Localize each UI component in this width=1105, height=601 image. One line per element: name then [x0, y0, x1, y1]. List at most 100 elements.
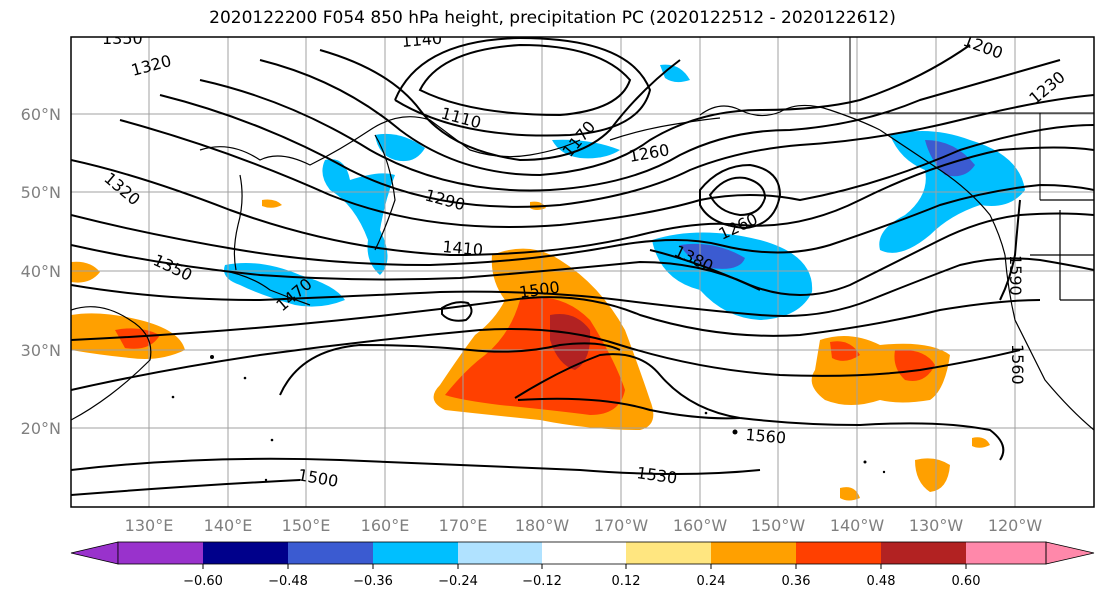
colorbar-tick-label: 0.24: [697, 574, 726, 589]
colorbar-ticks: [202, 564, 967, 569]
shade-positive-sw-island2: [840, 487, 860, 501]
colorbar-tick-label: −0.12: [522, 574, 562, 589]
contour-1500: [71, 296, 1041, 341]
shade-positive-east-strong2: [894, 349, 935, 381]
lat-label: 50°N: [21, 183, 61, 202]
contour-1410: [71, 212, 1094, 296]
contour-1500-south: [71, 479, 301, 496]
contour-label: 1140: [401, 29, 443, 51]
coast-sakhalin: [233, 174, 243, 271]
colorbar-swatch: [288, 542, 373, 564]
colorbar-swatch: [966, 542, 1046, 564]
lon-label: 170°E: [439, 516, 488, 535]
coast-alaska-west: [699, 104, 881, 131]
colorbar-tick-label: 0.48: [867, 574, 896, 589]
contour-1530: [71, 328, 1021, 391]
colorbar-swatch: [881, 542, 966, 564]
lon-label: 150°E: [282, 516, 331, 535]
colorbar-extend-high: [1045, 541, 1095, 565]
contour-1530-south: [71, 457, 761, 475]
contour-1500-high: [441, 301, 473, 322]
contour-1170: [319, 49, 681, 162]
lon-label: 120°W: [988, 516, 1043, 535]
colorbar-swatch: [458, 542, 542, 564]
colorbar: −0.60 −0.48 −0.36 −0.24 −0.12 0.12 0.24 …: [70, 541, 1095, 589]
contour-1470: [71, 257, 1094, 317]
contour-1320: [71, 146, 1094, 257]
shade-positive-central-pacific-max: [550, 314, 591, 370]
coast-aleutians: [609, 117, 721, 141]
shade-positive-east-tail: [972, 437, 990, 448]
coast-siberia: [199, 116, 581, 166]
lat-label: 60°N: [21, 105, 61, 124]
contour-label: 1410: [442, 237, 484, 259]
colorbar-swatch: [626, 542, 711, 564]
coast-korea-china: [71, 306, 152, 421]
lon-label: 170°W: [594, 516, 649, 535]
lon-label: 150°W: [751, 516, 806, 535]
contour-1200: [259, 44, 971, 177]
contour-1560-inner: [517, 397, 741, 420]
precip-shading: [71, 64, 1025, 501]
shade-negative-kam: [375, 133, 425, 162]
shade-positive-small: [262, 199, 282, 208]
contour-1110: [394, 37, 652, 137]
islands: [171, 355, 886, 482]
lat-label: 20°N: [21, 419, 61, 438]
lon-label: 160°E: [361, 516, 410, 535]
contour-1260: [159, 94, 1094, 208]
contour-1230: [199, 59, 1061, 192]
shade-positive-east-strong: [830, 341, 860, 361]
contour-1260-low: [699, 163, 782, 230]
contour-1140: [418, 43, 632, 117]
lat-labels: 60°N 50°N 40°N 30°N 20°N: [21, 105, 61, 438]
colorbar-tick-label: 0.12: [612, 574, 641, 589]
colorbar-swatch: [796, 542, 881, 564]
coast-japan: [219, 269, 311, 306]
lat-label: 40°N: [21, 262, 61, 281]
lon-labels: 130°E 140°E 150°E 160°E 170°E 180°W 170°…: [125, 516, 1043, 535]
colorbar-swatch: [203, 542, 288, 564]
coast-alaska-south: [879, 129, 1006, 256]
contour-1590: [999, 199, 1021, 301]
lon-label: 130°E: [125, 516, 174, 535]
lon-label: 130°W: [909, 516, 964, 535]
contour-label: 1560: [745, 425, 787, 447]
colorbar-tick-label: 0.60: [952, 574, 981, 589]
lon-label: 180°W: [515, 516, 570, 535]
colorbar-tick-label: −0.48: [268, 574, 308, 589]
colorbar-swatch: [373, 542, 458, 564]
colorbar-swatch: [118, 542, 203, 564]
contour-1560: [514, 353, 1005, 461]
colorbar-tick-label: −0.24: [438, 574, 478, 589]
coast-kamchatka: [374, 134, 396, 251]
shade-negative-alaska-core: [925, 140, 975, 177]
map-title: 2020122200 F054 850 hPa height, precipit…: [209, 8, 896, 28]
contour-1290-low: [708, 176, 767, 217]
coast-state-lines: [1030, 210, 1094, 301]
shade-positive-sw-island: [915, 458, 950, 492]
contour-1560b: [279, 342, 621, 396]
contour-label: 1590: [1006, 255, 1025, 296]
coast-pnw: [1004, 254, 1094, 431]
shade-negative-bering-core: [680, 243, 745, 269]
lon-label: 140°W: [830, 516, 885, 535]
lon-label: 160°W: [673, 516, 728, 535]
colorbar-tick-label: −0.60: [183, 574, 223, 589]
map-border: [70, 36, 1095, 508]
colorbar-tick-label: −0.36: [353, 574, 393, 589]
lon-label: 140°E: [204, 516, 253, 535]
shade-positive-west2: [71, 261, 100, 283]
colorbar-extend-low: [70, 541, 119, 565]
lat-label: 30°N: [21, 341, 61, 360]
colorbar-swatch: [711, 542, 796, 564]
colorbar-tick-label: 0.36: [782, 574, 811, 589]
contour-1290: [119, 119, 1094, 228]
contour-1350: [71, 183, 1094, 267]
contour-label: 1350: [102, 29, 143, 48]
contour-label: 1560: [1008, 344, 1027, 385]
coastlines: [71, 104, 1094, 431]
height-contours: [71, 37, 1094, 496]
colorbar-swatch: [542, 542, 626, 564]
